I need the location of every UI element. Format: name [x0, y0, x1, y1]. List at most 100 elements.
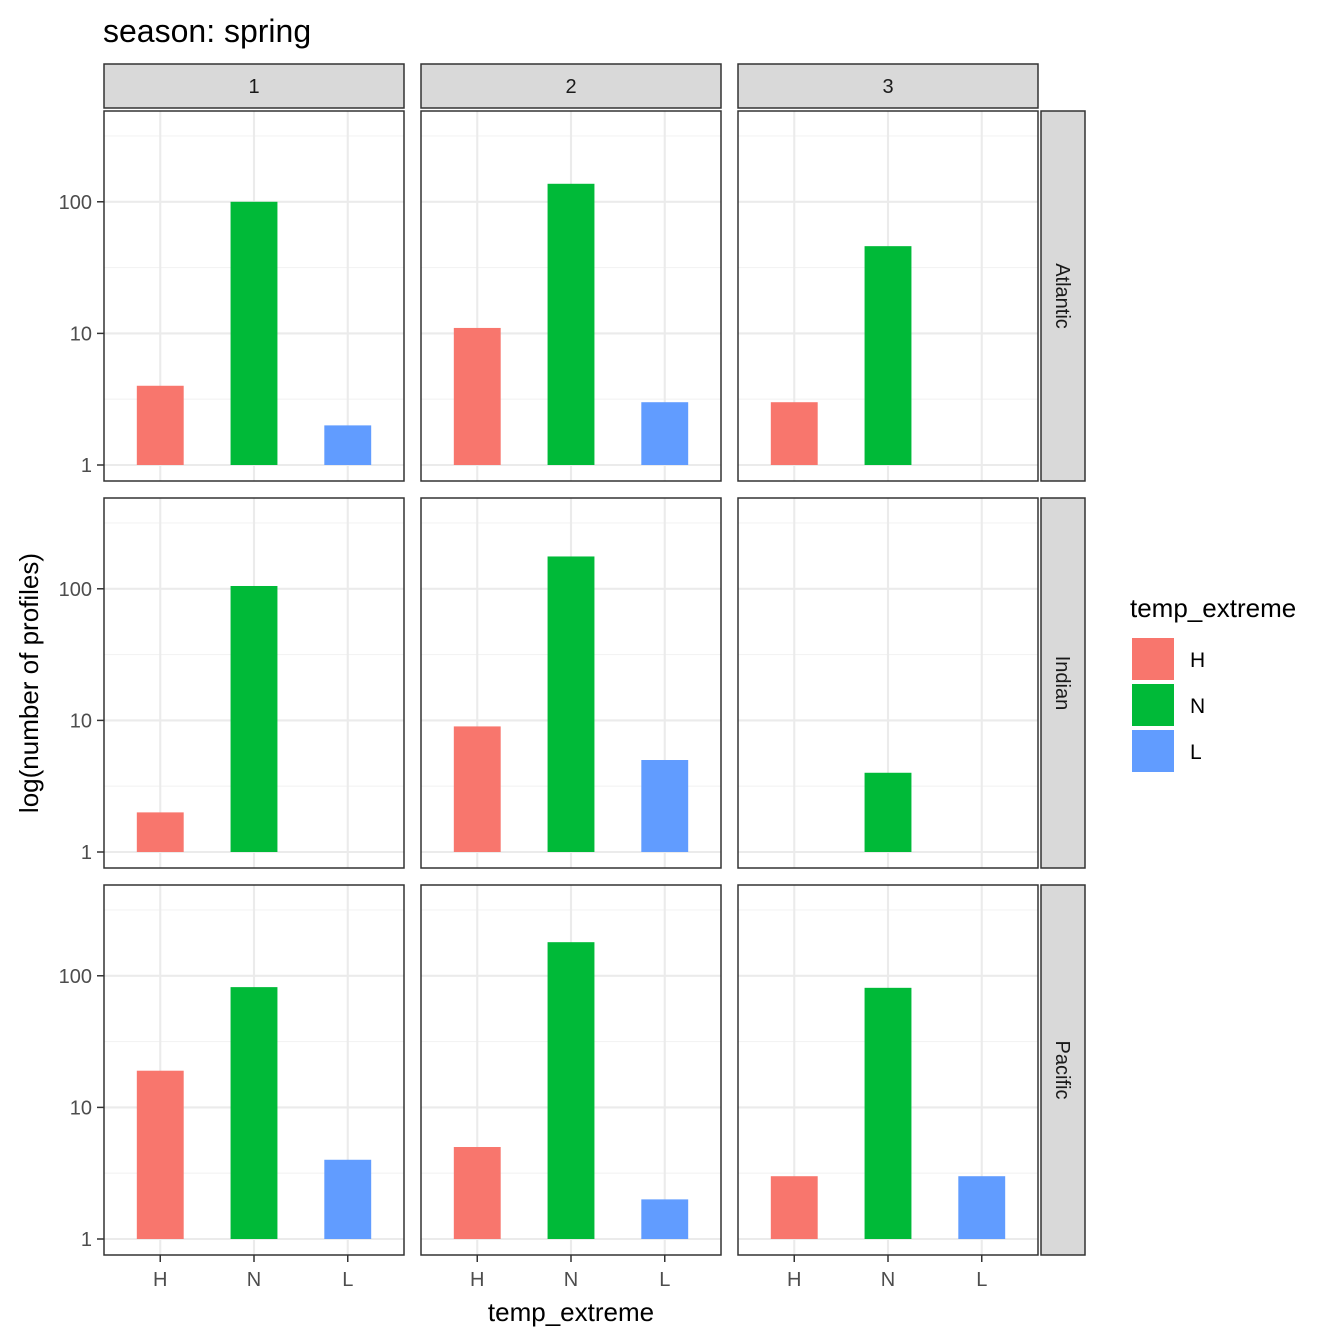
bar-h	[136, 385, 184, 465]
y-tick-label: 10	[70, 710, 92, 732]
x-tick-label: N	[564, 1269, 578, 1291]
bar-l	[958, 1176, 1006, 1239]
legend-label: N	[1190, 695, 1205, 718]
panel-border	[103, 110, 405, 482]
panel-pacific-2	[420, 884, 722, 1256]
y-axis-title: log(number of profiles)	[14, 553, 44, 813]
legend-item-h: H	[1132, 638, 1205, 680]
row-strip-label: Indian	[1051, 656, 1073, 711]
row-strip-atlantic: Atlantic	[1040, 110, 1086, 482]
panel-atlantic-3	[737, 110, 1039, 482]
column-strip-3: 3	[737, 63, 1039, 109]
panel-pacific-3	[737, 884, 1039, 1256]
panel-pacific-1	[103, 884, 405, 1256]
row-strip-label: Pacific	[1051, 1041, 1073, 1100]
row-strip-box	[1040, 497, 1086, 869]
bar-h	[136, 1070, 184, 1239]
y-tick-label: 100	[59, 579, 92, 601]
row-strip-pacific: Pacific	[1040, 884, 1086, 1256]
column-strip-label: 2	[565, 76, 576, 98]
legend-key	[1132, 730, 1174, 772]
column-strip-label: 1	[248, 76, 259, 98]
column-strip-box	[737, 63, 1039, 109]
bar-n	[864, 246, 912, 465]
bar-l	[641, 402, 689, 465]
y-axis-pacific: 1 10 100	[59, 966, 104, 1251]
bar-n	[547, 942, 595, 1239]
bar-n	[864, 987, 912, 1239]
x-tick-label: H	[153, 1269, 167, 1291]
panel-border	[420, 497, 722, 869]
y-axis-atlantic: 1 10 100	[59, 192, 104, 477]
column-strip-box	[420, 63, 722, 109]
legend-key	[1132, 684, 1174, 726]
bar-n	[864, 772, 912, 852]
y-tick-label: 1	[81, 455, 92, 477]
legend-label: L	[1190, 741, 1202, 764]
legend-item-n: N	[1132, 684, 1205, 726]
bar-h	[453, 726, 501, 852]
panel-indian-3	[737, 497, 1039, 869]
bar-h	[770, 1176, 818, 1239]
bar-n	[547, 556, 595, 852]
y-tick-label: 1	[81, 1229, 92, 1251]
legend-item-l: L	[1132, 730, 1202, 772]
legend-title: temp_extreme	[1130, 593, 1296, 623]
bar-h	[453, 327, 501, 465]
bar-h	[770, 402, 818, 465]
column-strip-1: 1	[103, 63, 405, 109]
bar-h	[136, 812, 184, 852]
row-strip-box	[1040, 884, 1086, 1256]
plot-title: season: spring	[103, 13, 311, 49]
panel-atlantic-2	[420, 110, 722, 482]
bar-n	[230, 585, 278, 852]
bar-l	[324, 1159, 372, 1239]
row-strips: Atlantic Indian Pacific	[1040, 110, 1086, 1256]
bar-l	[641, 1199, 689, 1239]
bar-h	[453, 1147, 501, 1239]
column-strip-box	[103, 63, 405, 109]
column-strip-2: 2	[420, 63, 722, 109]
facet-panels	[103, 110, 1039, 1256]
panel-border	[103, 497, 405, 869]
row-strip-label: Atlantic	[1051, 263, 1073, 329]
column-strip-label: 3	[882, 76, 893, 98]
x-tick-label: L	[342, 1269, 353, 1291]
x-axis-title: temp_extreme	[488, 1297, 654, 1327]
panel-border	[737, 497, 1039, 869]
x-tick-label: N	[247, 1269, 261, 1291]
y-tick-label: 100	[59, 192, 92, 214]
panel-indian-2	[420, 497, 722, 869]
legend-key	[1132, 638, 1174, 680]
y-tick-label: 10	[70, 323, 92, 345]
bar-n	[547, 183, 595, 466]
panel-indian-1	[103, 497, 405, 869]
x-tick-label: L	[976, 1269, 987, 1291]
x-tick-label: N	[881, 1269, 895, 1291]
row-strip-box	[1040, 110, 1086, 482]
panel-border	[737, 110, 1039, 482]
y-tick-label: 10	[70, 1097, 92, 1119]
y-axes: 1 10 100 1 10 100 1 10 100	[59, 192, 104, 1251]
legend: temp_extreme HNL	[1130, 593, 1296, 772]
legend-label: H	[1190, 649, 1205, 672]
x-tick-label: H	[470, 1269, 484, 1291]
y-axis-indian: 1 10 100	[59, 579, 104, 864]
bar-n	[230, 201, 278, 465]
row-strip-indian: Indian	[1040, 497, 1086, 869]
panel-atlantic-1	[103, 110, 405, 482]
bar-l	[324, 425, 372, 465]
panel-border	[420, 110, 722, 482]
x-tick-label: H	[787, 1269, 801, 1291]
x-tick-label: L	[659, 1269, 670, 1291]
bar-n	[230, 987, 278, 1239]
column-strips: 1 2 3	[103, 63, 1039, 109]
legend-items: HNL	[1132, 638, 1205, 772]
y-tick-label: 100	[59, 966, 92, 988]
y-tick-label: 1	[81, 842, 92, 864]
